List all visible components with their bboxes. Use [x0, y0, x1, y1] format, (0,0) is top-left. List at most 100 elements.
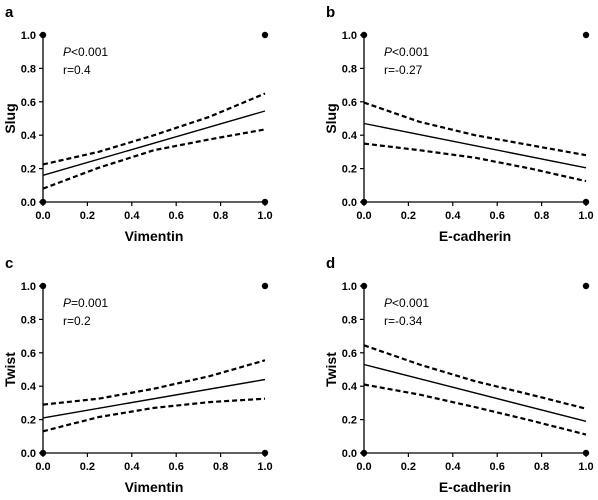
data-point [360, 449, 368, 457]
y-tick-label: 0.0 [21, 448, 36, 460]
regression-line [42, 110, 266, 176]
p-value-annotation: P=0.001 [63, 296, 108, 310]
x-tick-label: 0.4 [445, 461, 461, 473]
r-value-annotation: r=0.2 [63, 314, 91, 328]
x-tick-label: 1.0 [578, 210, 593, 222]
panel-a: a 0.0 0.2 0.4 0.6 0.8 1.0 0.0 0.2 0.4 0.6 0.8 1.0 Vim… [2, 4, 273, 244]
p-value-symbol: P [63, 296, 71, 310]
p-value-annotation: P<0.001 [63, 45, 108, 59]
y-axis-title: Twist [323, 352, 339, 387]
r-value-annotation: r=0.4 [63, 63, 91, 77]
y-tick-label: 0.8 [342, 314, 357, 326]
y-tick-label: 0.2 [342, 415, 357, 427]
y-tick-label: 0.0 [342, 197, 357, 209]
data-point [39, 198, 47, 206]
y-tick-label: 0.8 [342, 63, 357, 75]
p-value-annotation: P<0.001 [384, 296, 429, 310]
ci-upper-line [363, 344, 587, 410]
regression-line [363, 363, 587, 422]
x-tick-label: 0.8 [213, 210, 228, 222]
x-tick-label: 0.6 [490, 210, 505, 222]
x-tick-label: 0.2 [80, 210, 95, 222]
y-tick-label: 1.0 [21, 30, 36, 42]
y-tick-label: 0.6 [21, 348, 36, 360]
y-tick-label: 1.0 [342, 281, 357, 293]
y-tick-label: 0.6 [342, 97, 357, 109]
panel-letter: b [326, 4, 335, 21]
regression-line [363, 122, 587, 169]
x-axis-title: Vimentin [125, 479, 184, 495]
panel-d: d 0.0 0.2 0.4 0.6 0.8 1.0 0.0 0.2 0.4 0.6 0.8 1.0 E-c… [323, 255, 594, 495]
y-tick-label: 0.6 [342, 348, 357, 360]
data-point [360, 282, 368, 290]
p-value-text: <0.001 [392, 296, 429, 310]
x-tick-label: 0.0 [35, 210, 50, 222]
x-axis-title: E-cadherin [439, 228, 511, 244]
x-tick-label: 0.8 [534, 461, 549, 473]
x-tick-label: 0.0 [356, 461, 371, 473]
y-tick-label: 0.4 [21, 381, 37, 393]
data-point [582, 282, 590, 290]
y-tick-label: 0.6 [21, 97, 36, 109]
x-tick-label: 0.8 [213, 461, 228, 473]
y-axis-title: Twist [2, 352, 18, 387]
data-point [582, 449, 590, 457]
x-tick-label: 0.4 [124, 210, 140, 222]
panel-b: b 0.0 0.2 0.4 0.6 0.8 1.0 0.0 0.2 0.4 0.6 0.8 1.0 E-c… [323, 4, 594, 244]
panel-letter: d [326, 255, 335, 272]
y-tick-label: 0.8 [21, 63, 36, 75]
y-tick-label: 1.0 [21, 281, 36, 293]
y-axis-title: Slug [2, 103, 18, 133]
p-value-text: <0.001 [71, 45, 108, 59]
x-tick-label: 0.2 [401, 461, 416, 473]
x-tick-label: 1.0 [257, 461, 272, 473]
panel-letter: c [5, 255, 13, 272]
data-point [261, 449, 269, 457]
y-tick-label: 1.0 [342, 30, 357, 42]
x-tick-label: 0.4 [445, 210, 461, 222]
p-value-symbol: P [63, 45, 71, 59]
panel-letter: a [5, 4, 14, 21]
data-point [360, 31, 368, 39]
ci-lower-line [363, 142, 587, 183]
ci-lower-line [42, 397, 266, 433]
r-value-annotation: r=-0.27 [384, 63, 423, 77]
r-value-annotation: r=-0.34 [384, 314, 423, 328]
x-tick-label: 0.6 [490, 461, 505, 473]
p-value-symbol: P [384, 45, 392, 59]
data-point [39, 31, 47, 39]
x-tick-label: 0.0 [35, 461, 50, 473]
p-value-symbol: P [384, 296, 392, 310]
x-tick-label: 1.0 [578, 461, 593, 473]
ci-lower-line [363, 383, 587, 436]
p-value-text: =0.001 [71, 296, 108, 310]
data-point [39, 282, 47, 290]
p-value-annotation: P<0.001 [384, 45, 429, 59]
ci-upper-line [363, 101, 587, 157]
x-tick-label: 0.6 [169, 461, 184, 473]
y-tick-label: 0.4 [342, 381, 358, 393]
x-tick-label: 0.2 [401, 210, 416, 222]
y-tick-label: 0.0 [342, 448, 357, 460]
data-point [360, 198, 368, 206]
data-point [582, 31, 590, 39]
x-tick-label: 0.8 [534, 210, 549, 222]
x-tick-label: 0.4 [124, 461, 140, 473]
y-tick-label: 0.4 [21, 130, 37, 142]
x-tick-label: 0.0 [356, 210, 371, 222]
ci-upper-line [42, 359, 266, 406]
y-tick-label: 0.2 [21, 415, 36, 427]
ci-lower-line [42, 128, 266, 190]
data-point [261, 282, 269, 290]
y-tick-label: 0.0 [21, 197, 36, 209]
y-axis-title: Slug [323, 103, 339, 133]
x-axis-title: Vimentin [125, 228, 184, 244]
data-point [582, 198, 590, 206]
x-tick-label: 0.6 [169, 210, 184, 222]
y-tick-label: 0.8 [21, 314, 36, 326]
data-point [261, 198, 269, 206]
x-tick-label: 1.0 [257, 210, 272, 222]
y-tick-label: 0.4 [342, 130, 358, 142]
x-tick-label: 0.2 [80, 461, 95, 473]
